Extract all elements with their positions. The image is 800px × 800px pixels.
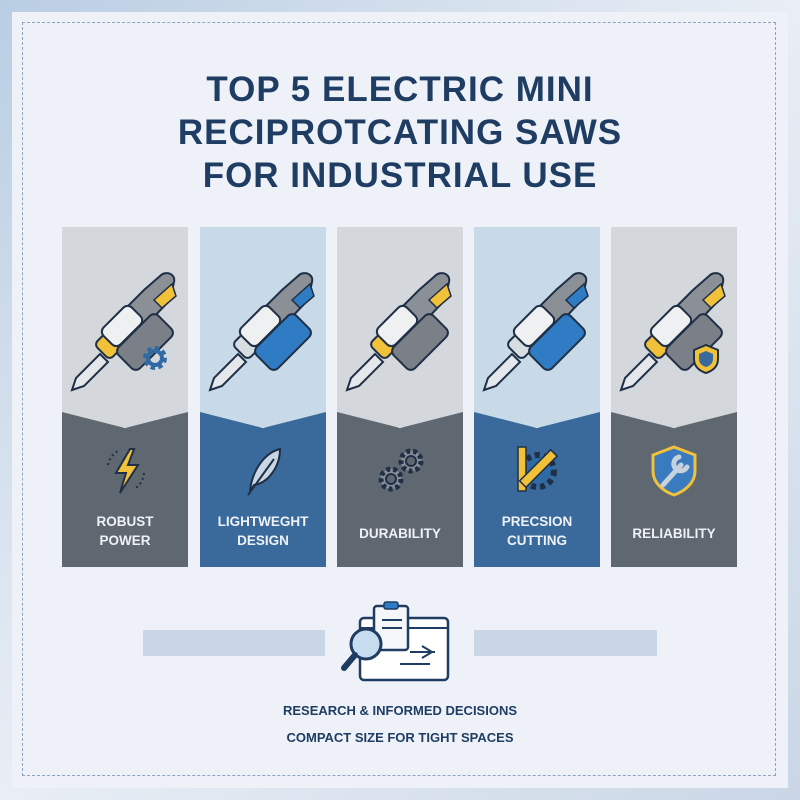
- panel-label-line-2: POWER: [99, 533, 151, 548]
- lightning-bolt-icon: [107, 448, 145, 494]
- feather-icon: [247, 447, 282, 496]
- title-line-2: RECIPROTCATING SAWS: [177, 113, 623, 152]
- gear-icon: [143, 346, 167, 370]
- panel-label-line-1: PRECSION: [501, 514, 573, 529]
- footer-line-2: COMPACT SIZE FOR TIGHT SPACES: [286, 730, 514, 745]
- panel-label-line-1: DURABILITY: [359, 526, 441, 541]
- feature-panel: RELIABILITY: [611, 227, 737, 567]
- divider-bar-right: [474, 630, 657, 656]
- panel-label: ROBUST POWER: [62, 512, 188, 550]
- panel-label-line-1: ROBUST: [96, 514, 154, 529]
- reciprocating-saw-icon: [70, 272, 177, 392]
- dashed-frame: [22, 22, 776, 776]
- research-document-magnifier-icon: [341, 601, 450, 682]
- shield-icon: [693, 343, 719, 375]
- page-title: TOP 5 ELECTRIC MINI RECIPROTCATING SAWS …: [0, 68, 800, 197]
- reciprocating-saw-icon: [619, 272, 726, 392]
- panel-bottom: [200, 412, 326, 567]
- panel-label: LIGHTWEGHT DESIGN: [200, 512, 326, 550]
- panel-label: PRECSION CUTTING: [474, 512, 600, 550]
- panel-label-line-1: LIGHTWEGHT: [217, 514, 309, 529]
- feature-panel: ROBUST POWER: [62, 227, 188, 567]
- divider-bar-left: [143, 630, 325, 656]
- feature-panel: DURABILITY: [337, 227, 463, 567]
- title-line-3: FOR INDUSTRIAL USE: [202, 156, 598, 195]
- feature-panel: LIGHTWEGHT DESIGN: [200, 227, 326, 567]
- panel-label-line-1: RELIABILITY: [632, 526, 716, 541]
- panel-bottom: [474, 412, 600, 567]
- footer-line-1: RESEARCH & INFORMED DECISIONS: [282, 703, 518, 718]
- panel-bottom: [337, 412, 463, 567]
- reciprocating-saw-icon: [345, 272, 452, 392]
- panel-label-line-2: DESIGN: [237, 533, 289, 548]
- panel-label: RELIABILITY: [611, 524, 737, 543]
- feature-panel: PRECSION CUTTING: [474, 227, 600, 567]
- panel-label: DURABILITY: [337, 524, 463, 543]
- title-line-1: TOP 5 ELECTRIC MINI: [206, 70, 594, 109]
- shield-wrench-icon: [651, 445, 697, 497]
- ruler-gear-icon: [517, 446, 559, 492]
- reciprocating-saw-icon: [482, 272, 589, 392]
- gears-icon: [378, 448, 424, 492]
- panel-label-line-2: CUTTING: [507, 533, 567, 548]
- reciprocating-saw-icon: [208, 272, 315, 392]
- panel-bottom: [62, 412, 188, 567]
